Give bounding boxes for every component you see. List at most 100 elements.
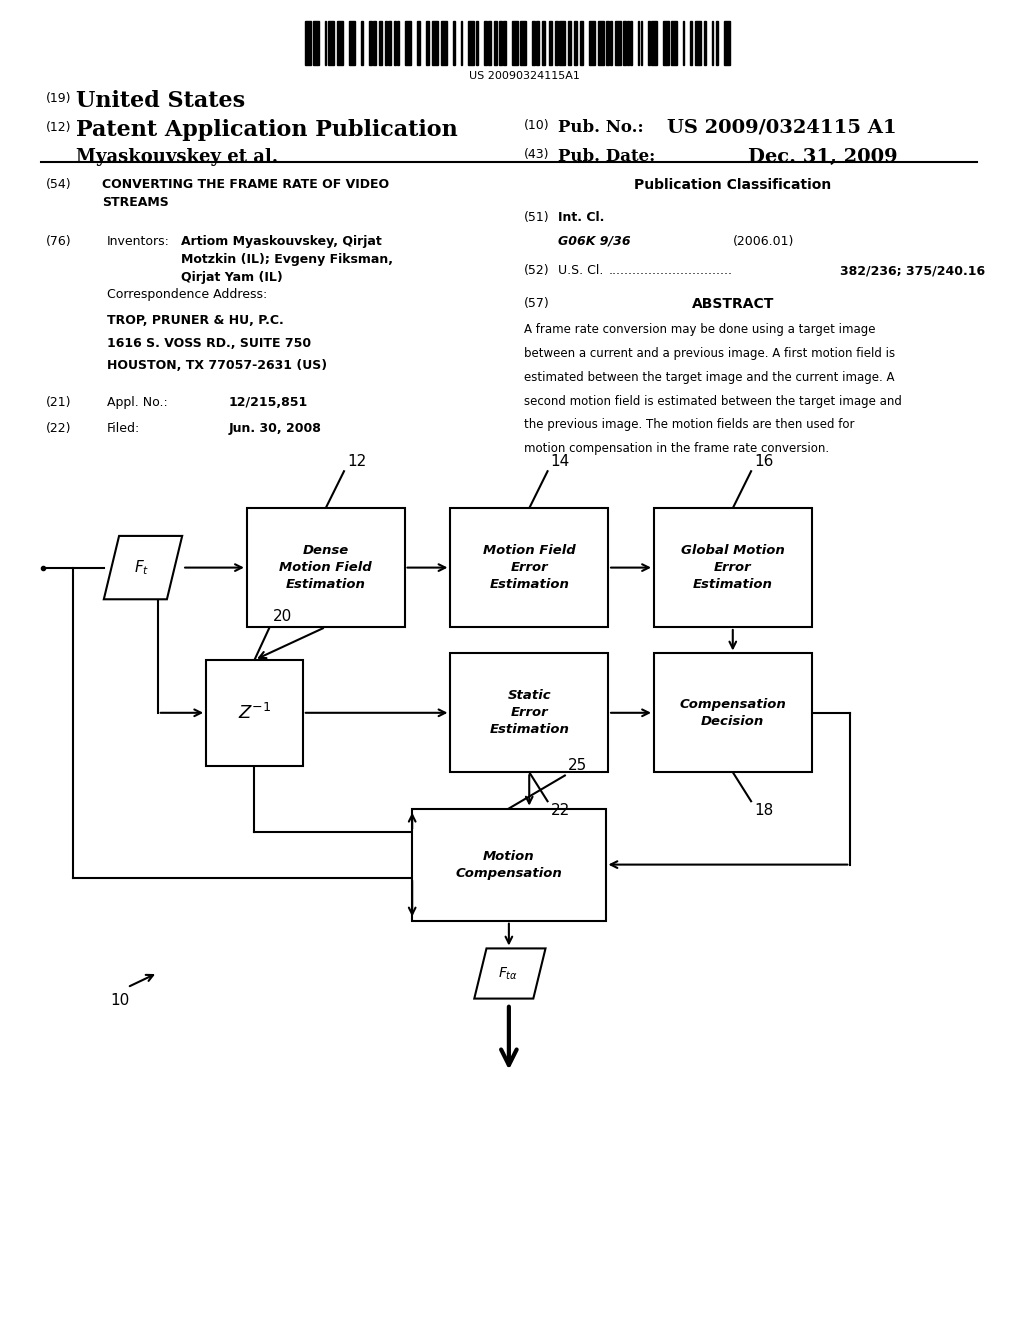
- Text: Dense
Motion Field
Estimation: Dense Motion Field Estimation: [280, 544, 372, 591]
- Bar: [512, 21, 518, 65]
- Text: ABSTRACT: ABSTRACT: [691, 297, 774, 312]
- Bar: [648, 21, 649, 65]
- Text: (21): (21): [46, 396, 72, 409]
- Text: 12: 12: [347, 454, 367, 469]
- Bar: [417, 21, 420, 65]
- Text: United States: United States: [77, 90, 246, 112]
- Text: 22: 22: [551, 803, 569, 817]
- Bar: [361, 21, 362, 65]
- Bar: [451, 653, 608, 772]
- Text: (52): (52): [524, 264, 550, 277]
- Bar: [581, 21, 584, 65]
- Text: 25: 25: [568, 758, 587, 774]
- Bar: [374, 21, 376, 65]
- Text: ...............................: ...............................: [608, 264, 732, 277]
- Bar: [537, 21, 540, 65]
- Bar: [654, 508, 812, 627]
- Text: Dec. 31, 2009: Dec. 31, 2009: [749, 148, 898, 166]
- Text: Patent Application Publication: Patent Application Publication: [77, 119, 458, 141]
- Bar: [705, 21, 706, 65]
- Text: (57): (57): [524, 297, 550, 310]
- Text: US 20090324115A1: US 20090324115A1: [469, 71, 580, 82]
- Bar: [638, 21, 639, 65]
- Text: U.S. Cl.: U.S. Cl.: [558, 264, 603, 277]
- Bar: [499, 21, 502, 65]
- Bar: [610, 21, 612, 65]
- Text: $F_t$: $F_t$: [134, 558, 150, 577]
- Bar: [328, 21, 334, 65]
- Bar: [454, 21, 455, 65]
- Bar: [695, 21, 701, 65]
- Bar: [432, 21, 438, 65]
- Bar: [606, 21, 609, 65]
- Text: US 2009/0324115 A1: US 2009/0324115 A1: [667, 119, 896, 137]
- Bar: [654, 653, 812, 772]
- Bar: [451, 508, 608, 627]
- Bar: [623, 21, 626, 65]
- Text: 12/215,851: 12/215,851: [229, 396, 308, 409]
- Bar: [495, 21, 498, 65]
- Text: second motion field is estimated between the target image and: second motion field is estimated between…: [524, 395, 902, 408]
- Bar: [664, 21, 670, 65]
- Text: Publication Classification: Publication Classification: [634, 178, 831, 193]
- Bar: [598, 21, 604, 65]
- Text: Global Motion
Error
Estimation: Global Motion Error Estimation: [681, 544, 784, 591]
- Bar: [337, 21, 343, 65]
- Text: Motion Field
Error
Estimation: Motion Field Error Estimation: [483, 544, 575, 591]
- Bar: [630, 21, 632, 65]
- Bar: [543, 21, 546, 65]
- Bar: [397, 21, 399, 65]
- Bar: [247, 508, 404, 627]
- Text: Filed:: Filed:: [106, 422, 140, 436]
- Text: (22): (22): [46, 422, 72, 436]
- Text: Pub. Date:: Pub. Date:: [558, 148, 655, 165]
- Text: Motion
Compensation: Motion Compensation: [456, 850, 562, 879]
- Text: (2006.01): (2006.01): [733, 235, 795, 248]
- Text: 382/236; 375/240.16: 382/236; 375/240.16: [840, 264, 985, 277]
- Text: Int. Cl.: Int. Cl.: [558, 211, 604, 224]
- Bar: [531, 21, 535, 65]
- Bar: [716, 21, 718, 65]
- Text: Pub. No.:: Pub. No.:: [558, 119, 643, 136]
- Text: 10: 10: [110, 993, 129, 1007]
- Bar: [641, 21, 642, 65]
- Bar: [520, 21, 526, 65]
- Bar: [615, 21, 621, 65]
- Text: A frame rate conversion may be done using a target image: A frame rate conversion may be done usin…: [524, 323, 876, 337]
- Text: estimated between the target image and the current image. A: estimated between the target image and t…: [524, 371, 895, 384]
- Text: (12): (12): [46, 121, 72, 135]
- Bar: [712, 21, 713, 65]
- Bar: [426, 21, 429, 65]
- Bar: [671, 21, 677, 65]
- Text: Appl. No.:: Appl. No.:: [106, 396, 168, 409]
- Bar: [476, 21, 477, 65]
- Text: (43): (43): [524, 148, 550, 161]
- Bar: [461, 21, 463, 65]
- Bar: [441, 21, 447, 65]
- Text: TROP, PRUNER & HU, P.C.: TROP, PRUNER & HU, P.C.: [106, 314, 284, 327]
- Bar: [589, 21, 595, 65]
- Text: $F_{t\alpha}$: $F_{t\alpha}$: [498, 965, 518, 982]
- Bar: [369, 21, 372, 65]
- Text: Correspondence Address:: Correspondence Address:: [106, 288, 267, 301]
- Bar: [206, 660, 303, 766]
- Text: Myaskouvskey et al.: Myaskouvskey et al.: [77, 148, 279, 166]
- Text: (51): (51): [524, 211, 550, 224]
- Text: Artiom Myaskouvskey, Qirjat
Motzkin (IL); Evgeny Fiksman,
Qirjat Yam (IL): Artiom Myaskouvskey, Qirjat Motzkin (IL)…: [181, 235, 393, 284]
- Bar: [627, 21, 629, 65]
- Bar: [313, 21, 318, 65]
- Bar: [388, 21, 391, 65]
- Bar: [483, 21, 486, 65]
- Bar: [394, 21, 396, 65]
- Text: Compensation
Decision: Compensation Decision: [679, 698, 786, 727]
- Bar: [568, 21, 571, 65]
- Text: $Z^{-1}$: $Z^{-1}$: [238, 702, 271, 723]
- Text: HOUSTON, TX 77057-2631 (US): HOUSTON, TX 77057-2631 (US): [106, 359, 327, 372]
- Bar: [574, 21, 578, 65]
- Bar: [549, 21, 552, 65]
- Text: 20: 20: [272, 610, 292, 624]
- Text: Static
Error
Estimation: Static Error Estimation: [489, 689, 569, 737]
- Bar: [385, 21, 387, 65]
- Bar: [488, 21, 492, 65]
- Text: the previous image. The motion fields are then used for: the previous image. The motion fields ar…: [524, 418, 855, 432]
